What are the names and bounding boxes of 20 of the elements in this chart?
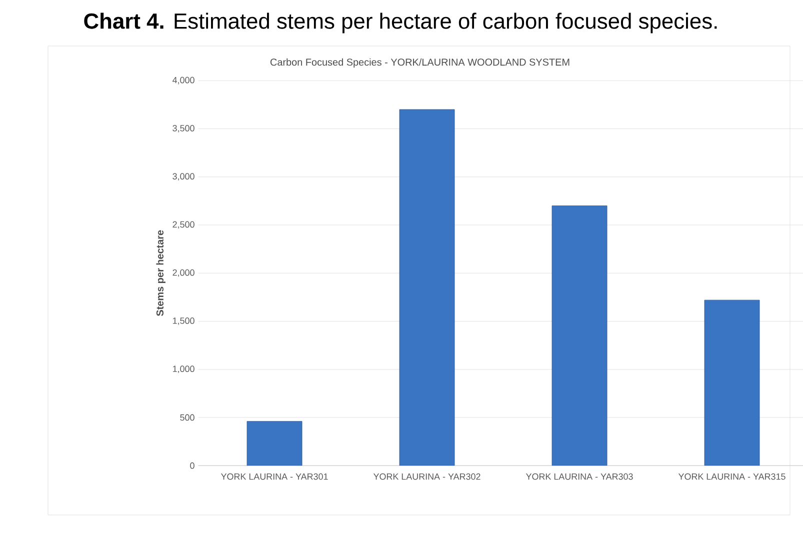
y-tick-label: 0 [190,462,194,469]
x-tick-label: YORK LAURINA - YAR303 [526,473,633,480]
bar [399,109,455,466]
bar [552,206,608,466]
bar [704,300,760,466]
x-tick-label: YORK LAURINA - YAR301 [220,473,328,480]
y-tick-label: 1,000 [172,366,194,374]
y-tick-label: 4,000 [172,76,194,84]
x-tick-label: YORK LAURINA - YAR315 [678,473,786,480]
y-tick-label: 3,500 [172,125,194,132]
y-tick-label: 500 [180,414,194,421]
chart-title: Chart 4. Estimated stems per hectare of carbon focused species. [84,12,717,34]
y-tick-label: 1,500 [172,318,194,325]
x-tick-label: YORK LAURINA - YAR302 [373,473,480,480]
chart-subtitle: Carbon Focused Species - YORK/LAURINA WOODLAND SYSTEM [270,58,570,68]
y-tick-label: 3,000 [172,173,194,181]
y-tick-label: 2,500 [172,221,194,229]
y-tick-label: 2,000 [172,269,194,277]
bar [246,421,302,466]
y-axis-title: Stems per hectare [156,230,166,316]
